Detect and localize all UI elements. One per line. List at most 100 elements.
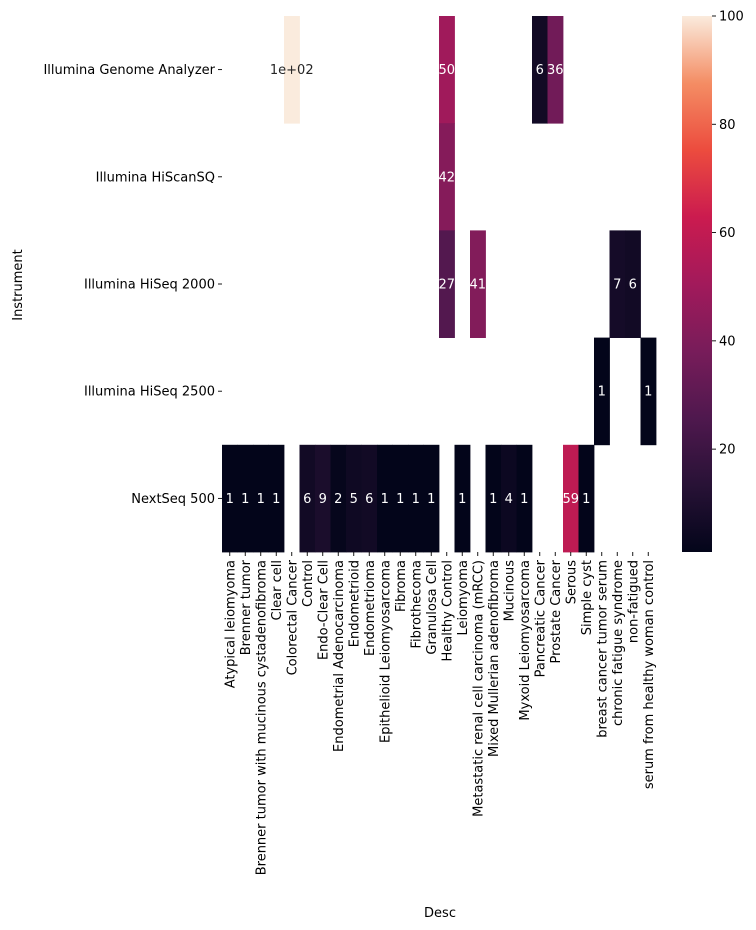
x-tick-label: Prostate Cancer	[549, 559, 564, 663]
heatmap-cell	[547, 16, 564, 124]
heatmap-cell	[609, 230, 626, 338]
heatmap-cell	[640, 337, 657, 446]
colorbar-gradient	[682, 16, 712, 552]
cell-value-label: 1	[582, 492, 590, 507]
cell-value-label: 59	[562, 492, 579, 507]
x-tick-label: Leiomyoma	[456, 560, 471, 636]
y-tick-label: Illumina Genome Analyzer	[43, 63, 215, 78]
y-axis: Illumina Genome Analyzer Illumina HiScanS…	[43, 63, 222, 507]
x-tick-label: Control	[301, 560, 316, 607]
colorbar-tick-label: 40	[719, 334, 736, 349]
heatmap-cell	[423, 444, 440, 553]
cell-value-label: 5	[350, 492, 358, 507]
heatmap-cell	[284, 16, 300, 124]
cell-value-label: 1	[412, 492, 420, 507]
heatmap-cell	[594, 337, 610, 446]
x-tick-label: Fibrothecoma	[409, 560, 424, 648]
heatmap-cells	[222, 16, 657, 553]
cell-value-label: 1	[489, 492, 497, 507]
cell-value-label: 42	[438, 170, 455, 185]
x-tick-label: Colorectal Cancer	[285, 559, 300, 675]
heatmap-cell	[563, 444, 579, 553]
colorbar-tick-label: 60	[719, 226, 736, 241]
x-tick-label: Granulosa Cell	[425, 560, 440, 655]
cell-value-label: 6	[629, 278, 637, 293]
x-tick-label: Epithelioid Leiomyosarcoma	[378, 560, 393, 743]
x-tick-label: serum from healthy woman control	[642, 560, 657, 789]
cell-value-label: 1	[396, 492, 404, 507]
cell-value-label: 1	[427, 492, 435, 507]
cell-value-label: 1	[226, 492, 234, 507]
cell-value-label: 9	[319, 492, 327, 507]
x-tick-label: Atypical leiomyoma	[223, 560, 238, 688]
x-tick-label: Mixed Mullerian adenofibroma	[487, 560, 502, 757]
x-tick-label: Endometrioid	[347, 560, 362, 647]
x-tick-label: Endometrial Adenocarcinoma	[332, 560, 347, 752]
x-tick-label: Healthy Control	[440, 560, 455, 662]
heatmap-cell	[299, 444, 316, 553]
y-tick-label: Illumina HiSeq 2000	[84, 278, 215, 293]
x-tick-label: Serous	[564, 560, 579, 605]
heatmap-cell	[532, 16, 548, 124]
heatmap-cell	[408, 444, 424, 553]
cell-value-label: 1e+02	[270, 63, 314, 78]
cell-value-label: 2	[334, 492, 342, 507]
heatmap-cell	[237, 444, 254, 553]
x-axis: Atypical leiomyoma Brenner tumor Brenner t…	[223, 552, 657, 875]
heatmap-cell	[392, 444, 409, 553]
x-tick-label: Simple cyst	[580, 560, 595, 635]
colorbar: 20 40 60 80 100	[682, 10, 744, 552]
heatmap-cell	[439, 16, 455, 124]
heatmap-cell	[485, 444, 502, 553]
y-tick-label: Illumina HiSeq 2500	[84, 385, 215, 400]
cell-value-label: 1	[644, 385, 652, 400]
colorbar-tick-label: 20	[719, 443, 736, 458]
heatmap-cell	[315, 444, 331, 553]
cell-value-label: 41	[469, 278, 486, 293]
colorbar-ticks: 20 40 60 80 100	[712, 10, 744, 458]
cell-value-label: 6	[303, 492, 311, 507]
x-tick-label: Fibroma	[394, 560, 409, 612]
cell-value-label: 1	[458, 492, 466, 507]
cell-value-label: 1	[257, 492, 265, 507]
heatmap-cell	[361, 444, 378, 553]
heatmap-cell	[439, 123, 455, 231]
heatmap-cell	[268, 444, 285, 553]
cell-value-label: 1	[381, 492, 389, 507]
x-tick-label: Metastatic renal cell carcinoma (mRCC)	[471, 560, 486, 817]
cell-value-label: 6	[536, 63, 544, 78]
cell-value-label: 1	[272, 492, 280, 507]
cell-value-label: 1	[520, 492, 528, 507]
cell-value-label: 50	[438, 63, 455, 78]
x-tick-label: Myxoid Leiomyosarcoma	[518, 560, 533, 721]
cell-value-label: 6	[365, 492, 373, 507]
heatmap-cell	[454, 444, 471, 553]
cell-value-label: 27	[438, 278, 455, 293]
y-tick-label: NextSeq 500	[131, 492, 215, 507]
heatmap-cell	[253, 444, 269, 553]
heatmap-cell	[222, 444, 238, 553]
x-tick-label: Mucinous	[502, 560, 517, 622]
heatmap-cell	[578, 444, 595, 553]
x-axis-label: Desc	[424, 906, 456, 921]
x-tick-label: non-fatigued	[626, 560, 641, 643]
x-tick-label: chronic fatigue syndrome	[611, 560, 626, 726]
x-tick-label: Endometrioma	[363, 560, 378, 656]
y-tick-label: Illumina HiScanSQ	[96, 170, 215, 185]
x-tick-label: Endo-Clear Cell	[316, 560, 331, 660]
x-tick-label: Brenner tumor with mucinous cystadenofib…	[254, 560, 269, 875]
x-tick-label: breast cancer tumor serum	[595, 560, 610, 738]
heatmap-cell	[470, 230, 486, 338]
heatmap-cell	[625, 230, 641, 338]
cell-value-label: 7	[613, 278, 621, 293]
heatmap-cell	[377, 444, 393, 553]
x-tick-label: Pancreatic Cancer	[533, 559, 548, 677]
heatmap-cell	[501, 444, 517, 553]
cell-value-label: 1	[241, 492, 249, 507]
x-tick-label: Brenner tumor	[239, 559, 254, 655]
heatmap-cell	[346, 444, 362, 553]
heatmap-cell	[330, 444, 347, 553]
cell-value-label: 36	[547, 63, 564, 78]
